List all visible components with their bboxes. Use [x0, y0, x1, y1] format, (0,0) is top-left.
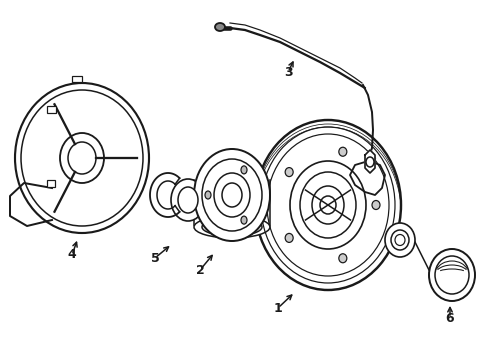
Text: 6: 6: [446, 311, 454, 324]
Bar: [47, 180, 55, 187]
Ellipse shape: [290, 161, 366, 249]
Ellipse shape: [194, 149, 270, 241]
Text: 5: 5: [150, 252, 159, 265]
Text: 4: 4: [68, 248, 76, 261]
Ellipse shape: [255, 120, 401, 290]
Ellipse shape: [171, 179, 205, 221]
Ellipse shape: [205, 191, 211, 199]
Ellipse shape: [339, 147, 347, 156]
Ellipse shape: [215, 23, 225, 31]
Ellipse shape: [194, 216, 270, 238]
Ellipse shape: [285, 233, 293, 242]
Text: 1: 1: [273, 302, 282, 315]
Text: 3: 3: [284, 66, 293, 78]
Ellipse shape: [372, 201, 380, 210]
Ellipse shape: [366, 157, 374, 167]
Ellipse shape: [241, 166, 247, 174]
Ellipse shape: [391, 230, 409, 250]
Bar: [72, 76, 82, 82]
Ellipse shape: [60, 133, 104, 183]
Ellipse shape: [429, 249, 475, 301]
Ellipse shape: [214, 173, 250, 217]
Ellipse shape: [385, 223, 415, 257]
Ellipse shape: [339, 254, 347, 263]
Ellipse shape: [241, 216, 247, 224]
Text: 2: 2: [196, 264, 204, 276]
Ellipse shape: [15, 83, 149, 233]
Ellipse shape: [312, 186, 344, 224]
Polygon shape: [365, 150, 375, 173]
Ellipse shape: [285, 168, 293, 177]
Ellipse shape: [178, 187, 198, 213]
Bar: [47, 106, 56, 113]
